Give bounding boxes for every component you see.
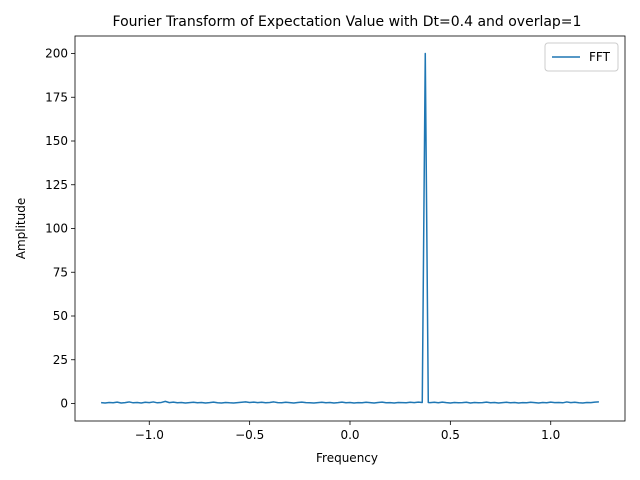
x-axis: −1.0 −0.5 0.0 0.5 1.0 (135, 421, 560, 442)
series-layer (101, 52, 599, 404)
plot-area (74, 35, 626, 422)
y-axis-label: Amplitude (14, 198, 28, 260)
axes-frame (74, 35, 626, 422)
y-tick-label: 200 (45, 47, 68, 61)
y-tick-label: 25 (53, 353, 68, 367)
x-tick-label: 1.0 (541, 428, 560, 442)
chart-title: Fourier Transform of Expectation Value w… (113, 14, 582, 30)
y-tick-label: 175 (45, 90, 68, 104)
y-tick-label: 100 (45, 222, 68, 236)
legend-label-fft: FFT (589, 50, 611, 64)
x-tick-label: 0.0 (340, 428, 359, 442)
series-line-fft (101, 52, 599, 404)
x-tick-label: −0.5 (235, 428, 264, 442)
x-tick-label: −1.0 (135, 428, 164, 442)
y-axis: 0 25 50 75 100 125 150 175 200 (45, 47, 75, 411)
x-tick-label: 0.5 (441, 428, 460, 442)
x-axis-label: Frequency (316, 451, 378, 465)
y-tick-label: 0 (60, 397, 68, 411)
y-tick-label: 125 (45, 178, 68, 192)
y-tick-label: 150 (45, 134, 68, 148)
legend: FFT (544, 42, 619, 72)
y-tick-label: 50 (53, 309, 68, 323)
legend-box (544, 42, 619, 72)
y-tick-label: 75 (53, 265, 68, 279)
